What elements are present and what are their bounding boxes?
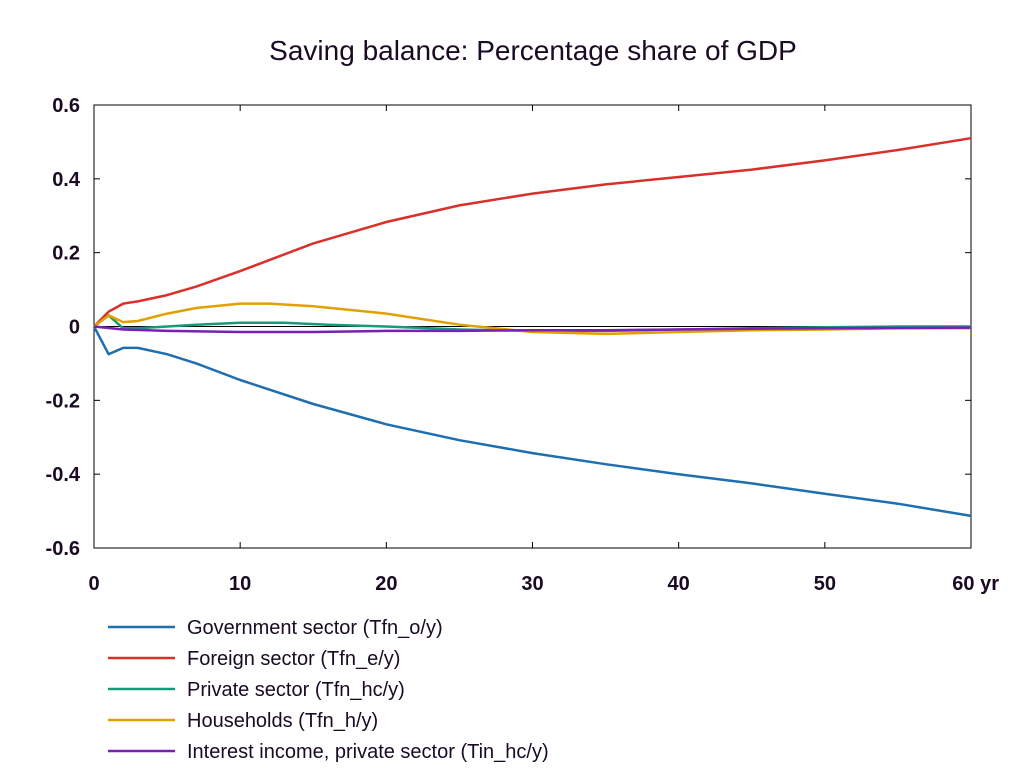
x-tick-label: 10 (229, 573, 251, 595)
x-tick-label: 30 (521, 573, 543, 595)
x-tick-label: 50 (814, 573, 836, 595)
series-line-5 (93, 325, 972, 334)
y-tick-label: 0.6 (52, 95, 80, 117)
legend-label-2: Foreign sector (Tfn_e/y) (187, 648, 400, 670)
legend-label-1: Government sector (Tfn_o/y) (187, 617, 443, 639)
series-lines (92, 136, 972, 518)
legend-label-5: Interest income, private sector (Tin_hc/… (187, 741, 549, 763)
series-line-1 (92, 325, 972, 518)
y-tick-label: -0.2 (46, 390, 80, 412)
x-tick-label: 20 (375, 573, 397, 595)
series-line-4 (93, 302, 971, 336)
y-tick-label: 0.4 (52, 169, 81, 191)
y-tick-label: 0.2 (52, 243, 80, 265)
y-tick-label: -0.6 (46, 538, 80, 560)
legend-label-3: Private sector (Tfn_hc/y) (187, 679, 405, 701)
y-tick-label: 0 (69, 317, 80, 339)
x-tick-label: 60 yr (952, 573, 999, 595)
x-tick-label: 0 (88, 573, 99, 595)
x-tick-label: 40 (668, 573, 690, 595)
y-tick-label: -0.4 (46, 464, 81, 486)
legend-label-4: Households (Tfn_h/y) (187, 710, 378, 732)
axis-ticks: 0.6 0.4 0.2 0 -0.2 -0.4 -0.6 0 10 20 30 40 50 60 yr (46, 95, 1000, 595)
series-line-2 (93, 136, 972, 328)
legend: Government sector (Tfn_o/y) Foreign secto… (108, 617, 549, 763)
chart-title: Saving balance: Percentage share of GDP (269, 35, 797, 66)
